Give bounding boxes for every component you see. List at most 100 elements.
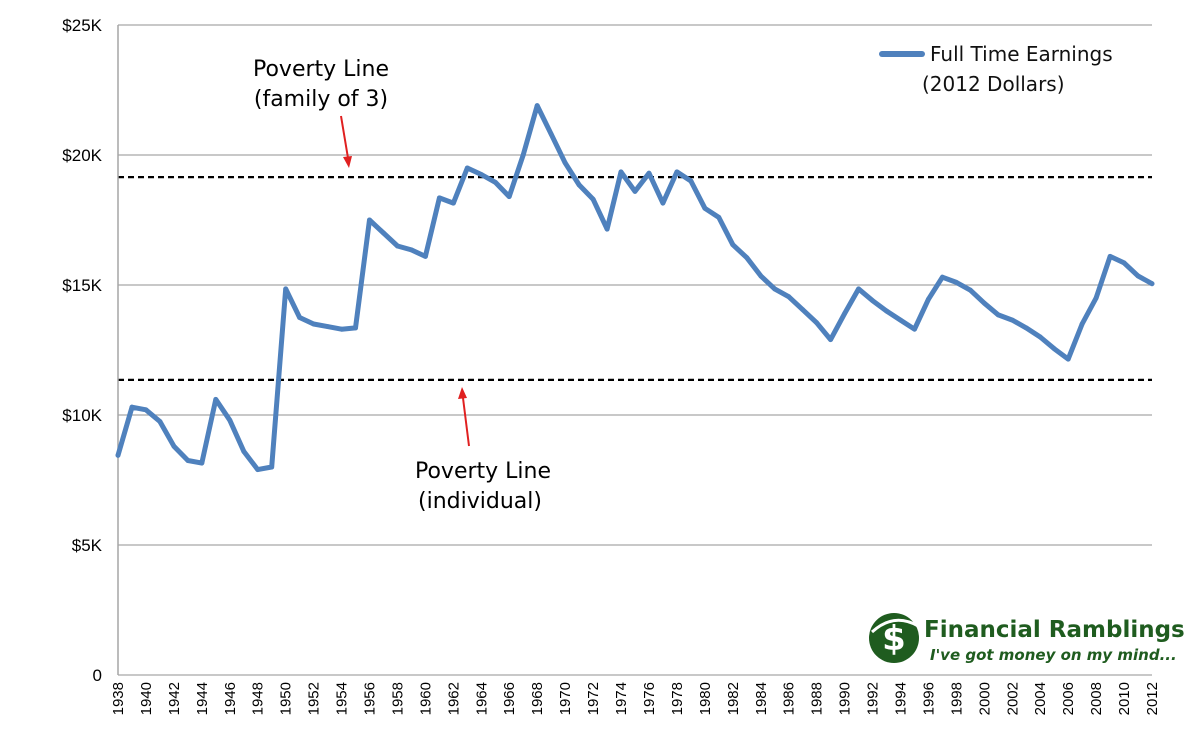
legend: Full Time Earnings (2012 Dollars)	[879, 42, 1113, 96]
data-point	[702, 205, 708, 211]
data-point	[241, 449, 247, 454]
data-point	[199, 460, 205, 466]
y-tick-label: $25K	[62, 16, 102, 35]
data-point	[688, 178, 694, 184]
x-tick-label: 1950	[278, 682, 295, 715]
x-tick-label: 1964	[473, 682, 490, 715]
data-point	[171, 443, 177, 449]
x-tick-label: 1956	[362, 682, 379, 715]
data-point	[269, 464, 275, 470]
x-tick-label: 1940	[138, 682, 155, 715]
x-tick-label: 2006	[1060, 682, 1077, 715]
x-tick-label: 1996	[920, 682, 937, 715]
x-tick-label: 2002	[1004, 682, 1021, 715]
data-point	[981, 300, 987, 306]
data-point	[185, 458, 191, 463]
x-tick-label: 1976	[641, 682, 658, 715]
data-point	[451, 200, 456, 206]
logo-title: Financial Ramblings	[924, 617, 1185, 643]
x-tick-label: 1980	[697, 682, 714, 715]
x-tick-label: 2000	[976, 682, 993, 715]
logo-tagline: I've got money on my mind...	[930, 646, 1177, 664]
data-point	[115, 452, 121, 458]
x-tick-label: 1984	[753, 682, 770, 715]
data-point	[926, 296, 931, 302]
y-tick-label: $15K	[62, 276, 102, 295]
data-point	[758, 273, 764, 279]
data-point	[548, 131, 554, 137]
arrow-family-of-3	[340, 115, 349, 159]
data-point	[1037, 334, 1043, 340]
data-point	[800, 307, 806, 313]
data-point	[437, 195, 442, 201]
data-point	[381, 230, 386, 236]
data-point	[772, 286, 778, 292]
arrow-individual	[462, 397, 470, 447]
data-point	[646, 170, 652, 176]
data-point	[311, 321, 316, 327]
data-point	[283, 286, 289, 292]
data-point	[464, 165, 470, 171]
data-point	[255, 467, 261, 472]
data-point	[856, 286, 861, 292]
data-point	[968, 287, 973, 293]
legend-label: Full Time Earnings	[930, 42, 1113, 66]
annotation-family-title: Poverty Line	[253, 57, 389, 82]
x-tick-label: 1974	[613, 682, 630, 715]
grid-lines	[118, 24, 1152, 676]
x-tick-label: 1962	[445, 682, 462, 715]
x-tick-label: 1982	[725, 682, 742, 715]
data-point	[660, 200, 666, 206]
data-point	[786, 294, 792, 300]
x-tick-label: 1944	[194, 682, 211, 715]
data-point	[129, 404, 135, 410]
data-point	[842, 311, 847, 316]
x-tick-label: 1988	[809, 682, 826, 715]
brand-logo: $ Financial Ramblings I've got money on …	[869, 613, 1185, 664]
data-point	[744, 255, 750, 261]
x-tick-label: 1994	[892, 682, 909, 715]
x-tick-label: 1966	[501, 682, 518, 715]
data-point	[590, 196, 596, 202]
data-point	[940, 274, 945, 280]
data-point	[884, 308, 889, 314]
data-point	[674, 169, 680, 175]
data-point	[618, 169, 624, 175]
y-tick-label: $10K	[62, 406, 102, 425]
data-point	[506, 194, 512, 200]
data-point	[562, 160, 568, 166]
x-tick-labels: 1938 1940 1942 1944 1946 1948 1950 1952 1954 1956…	[110, 682, 1161, 715]
data-point	[1107, 254, 1113, 259]
logo-dollar-icon: $	[882, 619, 906, 659]
annotation-individual: Poverty Line (individual)	[415, 387, 551, 514]
data-point	[478, 172, 484, 177]
data-point	[870, 298, 875, 303]
data-point	[297, 315, 302, 320]
reference-lines	[118, 176, 1152, 381]
data-point	[576, 182, 582, 188]
x-tick-label: 1992	[865, 682, 882, 715]
x-tick-label: 1958	[389, 682, 406, 715]
data-point	[339, 326, 344, 332]
x-tick-label: 1960	[417, 682, 434, 715]
data-point	[814, 320, 819, 326]
arrowhead-family-of-3	[343, 156, 352, 168]
data-point	[409, 247, 414, 253]
data-point	[1079, 321, 1085, 327]
annotation-individual-title: Poverty Line	[415, 459, 551, 484]
data-point	[492, 179, 498, 185]
data-point	[1121, 260, 1127, 266]
x-tick-label: 1946	[222, 682, 239, 715]
y-tick-label: 0	[93, 666, 102, 685]
data-point	[143, 407, 149, 413]
x-tick-label: 1970	[557, 682, 574, 715]
x-tick-label: 1986	[781, 682, 798, 715]
y-tick-label: $5K	[72, 536, 103, 555]
y-tick-label: $20K	[62, 146, 102, 165]
data-point	[898, 317, 903, 323]
x-tick-label: 1978	[669, 682, 686, 715]
data-point	[1135, 273, 1141, 279]
data-point	[520, 152, 526, 158]
data-point	[604, 226, 610, 232]
